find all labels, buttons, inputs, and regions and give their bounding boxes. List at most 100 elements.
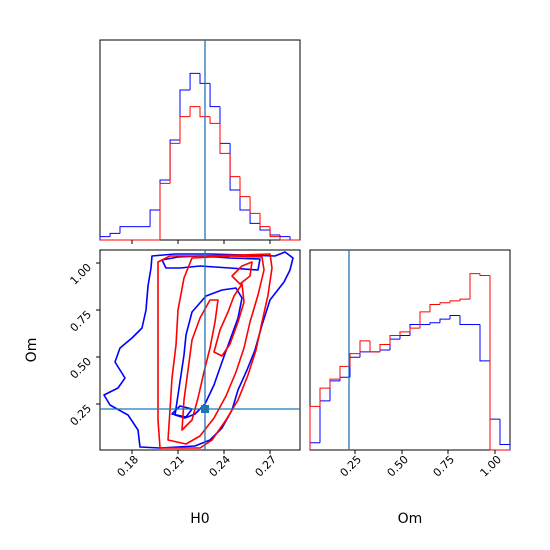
hist-om-blue-bin [489,360,500,420]
hist-om-red-bin [319,387,330,407]
tick-h0-0.27: 0.27 [253,453,280,480]
tick-om-x-0.75: 0.75 [431,453,458,480]
hist-om-blue-bin [319,400,330,443]
hist-om-red-bin [489,275,500,451]
hist-om-blue-bin [409,324,420,336]
tick-om-y-0.75: 0.75 [68,308,95,335]
hist-h0-red-bin [219,123,231,154]
hist-om-red-bin [309,405,320,450]
hist-h0-blue-bin [99,236,111,240]
hist-h0-blue-bin [119,226,131,234]
hist-h0-blue-bin [239,190,251,211]
hist-h0-red-bin [229,153,240,178]
tick-om-x-0.25: 0.25 [338,453,365,480]
hist-om-blue-bin [459,315,470,326]
tick-h0-0.21: 0.21 [161,453,188,480]
hist-h0-blue-bin [149,209,160,227]
hist-h0-red-bin [279,236,291,241]
joint-y-ticks [96,262,100,405]
hist-h0-red-bin [159,182,171,240]
hist-h0-blue-bin [269,230,280,236]
hist-h0-panel [99,39,301,244]
hist-om-blue-series [309,314,511,450]
hist-om-blue-bin [429,322,440,325]
hist-om-blue-bin [439,318,450,323]
tick-om-y-0.50: 0.50 [68,355,95,382]
xlabel-om: Om [398,511,423,527]
red-contour-mid [167,255,265,445]
hist-h0-blue-bin [249,210,260,224]
hist-om-red-bin [409,327,420,332]
hist-om-red-bin [329,378,340,389]
hist-h0-red-bin [199,106,211,118]
tick-h0-0.18: 0.18 [115,453,142,480]
hist-om-blue-bin [389,338,400,350]
joint-x-tick-labels: 0.18 0.21 0.24 0.27 [115,453,280,480]
blue-contour-core [171,405,193,418]
hist-om-blue-bin [329,380,340,401]
hist-h0-red-bin [269,226,280,238]
joint-panel: 0.18 0.21 0.24 0.27 1.00 0.75 0.50 0.25 … [24,249,301,527]
tick-h0-0.24: 0.24 [207,453,234,480]
red-contour-inner-3 [231,261,253,285]
hist-om-red-bin [369,340,380,353]
hist-h0-blue-bin [179,89,191,140]
hist-h0-blue-bin [199,73,211,84]
hist-om-red-bin [469,273,480,300]
hist-om-blue-bin [499,419,510,446]
joint-y-tick-labels: 1.00 0.75 0.50 0.25 [68,261,95,429]
hist-om-panel: 0.25 0.50 0.75 1.00 Om [309,249,511,527]
hist-om-red-bin [349,353,360,367]
hist-h0-red-bin [179,116,191,144]
hist-om-ticks [354,450,496,454]
hist-h0-blue-bin [219,106,231,144]
blue-contour-top [161,255,261,271]
blue-contour-outer [103,251,294,449]
hist-h0-red-bin [169,142,180,184]
hist-om-red-bin [399,331,410,336]
hist-h0-blue-bin [189,72,200,90]
hist-om-red-bin [439,302,450,305]
hist-om-blue-bin [359,351,370,358]
hist-om-blue-bin [449,314,460,320]
hist-h0-blue-bin [169,139,180,180]
hist-om-red-bin [419,311,430,329]
tick-om-y-1.00: 1.00 [68,261,95,288]
hist-om-red-bin [389,334,400,345]
joint-frame [99,249,301,451]
hist-om-red-bin [339,365,350,380]
hist-h0-red-series [100,106,300,241]
hist-h0-blue-bin [159,179,171,210]
hist-h0-red-bin [249,196,260,214]
hist-om-blue-bin [349,356,360,378]
hist-om-red-bin [459,298,470,301]
joint-x-ticks [131,450,271,454]
hist-om-blue-bin [479,324,490,362]
tick-om-x-0.50: 0.50 [385,453,412,480]
hist-h0-frame [99,39,301,241]
red-contour-inner-1 [181,299,219,431]
hist-om-red-bin [379,344,390,352]
hist-om-blue-bin [309,442,320,450]
red-contour-inner-2 [213,283,245,357]
hist-h0-red-bin [239,176,251,198]
ylabel-om: Om [24,338,40,363]
xlabel-h0: H0 [190,511,209,527]
hist-om-frame [309,249,511,451]
red-contour-outer [157,253,273,449]
hist-h0-blue-bin [279,235,291,238]
hist-h0-red-bin [259,213,271,228]
hist-h0-blue-bin [229,143,240,191]
tick-om-x-1.00: 1.00 [478,453,505,480]
hist-h0-blue-bin [109,232,120,237]
hist-h0-blue-bin [209,83,220,108]
hist-h0-blue-series [99,72,300,241]
hist-om-red-bin [429,304,440,312]
hist-om-red-bin [479,273,490,276]
hist-om-red-bin [449,300,460,303]
hist-h0-red-bin [189,106,200,117]
hist-om-red-bin [359,340,370,354]
hist-om-tick-labels: 0.25 0.50 0.75 1.00 [338,453,505,480]
hist-om-red-series [309,273,510,451]
